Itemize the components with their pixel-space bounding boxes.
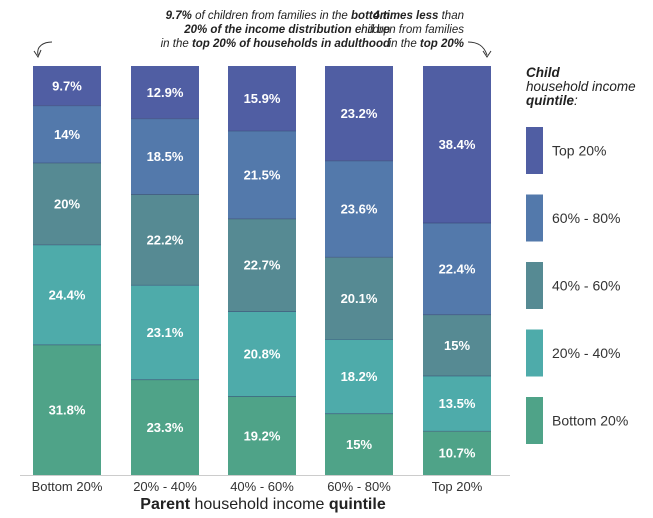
- bar-segment-60-80-top-20: [325, 66, 393, 161]
- bar-segment-20-40-bottom-20: [131, 379, 199, 475]
- data-label-bottom-20-40-60: 20%: [54, 196, 80, 211]
- annotation-left-line-1: 9.7% of children from families in the bo…: [165, 10, 390, 22]
- data-label-60-80-60-80: 23.6%: [341, 202, 378, 217]
- data-label-40-60-top-20: 15.9%: [244, 91, 281, 106]
- legend-swatch-top-20: [526, 127, 543, 174]
- data-label-top-20-bottom-20: 10.7%: [439, 446, 476, 461]
- annotation-arrow-right: [467, 41, 488, 56]
- data-label-60-80-40-60: 20.1%: [341, 291, 378, 306]
- bar-segment-60-80-bottom-20: [325, 413, 393, 475]
- bar-segment-bottom-20-20-40: [33, 244, 101, 345]
- annotation-right-line-2: children from families: [355, 24, 464, 36]
- bar-segment-40-60-40-60: [228, 218, 296, 312]
- x-tick-label-bottom-20: Bottom 20%: [32, 479, 103, 494]
- legend-swatch-bottom-20: [526, 397, 543, 444]
- annotation-left-line-3: in the top 20% of households in adulthoo…: [160, 38, 390, 50]
- x-axis-title: Parent household income quintile: [140, 496, 386, 513]
- legend-label-60-80: 60% - 80%: [552, 210, 620, 226]
- legend-label-40-60: 40% - 60%: [552, 278, 620, 294]
- annotation-arrows: [33, 41, 492, 59]
- legend-label-20-40: 20% - 40%: [552, 345, 620, 361]
- legend: Top 20% 60% - 80% 40% - 60% 20% - 40% Bottom…: [526, 127, 628, 444]
- bar-segment-bottom-20-40-60: [33, 163, 101, 245]
- annotation-right-line-1: 4 times less than: [373, 10, 464, 22]
- bar-segment-top-20-40-60: [423, 314, 491, 377]
- bar-segment-bottom-20-top-20: [33, 66, 101, 106]
- data-label-40-60-20-40: 20.8%: [244, 347, 281, 362]
- data-label-top-20-60-80: 22.4%: [439, 261, 476, 276]
- data-label-20-40-bottom-20: 23.3%: [147, 420, 184, 435]
- bar-segment-bottom-20-bottom-20: [33, 344, 101, 475]
- data-label-20-40-top-20: 12.9%: [147, 85, 184, 100]
- bar-segment-20-40-top-20: [131, 66, 199, 119]
- bars-group: [33, 66, 491, 475]
- data-label-20-40-40-60: 22.2%: [147, 232, 184, 247]
- bar-segment-40-60-20-40: [228, 311, 296, 397]
- legend-label-bottom-20: Bottom 20%: [552, 413, 628, 429]
- bar-segment-top-20-20-40: [423, 376, 491, 432]
- data-label-40-60-bottom-20: 19.2%: [244, 428, 281, 443]
- bar-segment-top-20-bottom-20: [423, 431, 491, 475]
- annotation-arrow-left: [37, 41, 53, 56]
- annotation-arrow-left-head: [33, 49, 42, 59]
- bar-segment-20-40-40-60: [131, 194, 199, 286]
- annotation-left: 9.7% of children from families in the bo…: [40, 9, 390, 51]
- bar-segment-top-20-60-80: [423, 223, 491, 315]
- segment-labels-group: 31.8% 24.4% 20% 14% 9.7% 23.3% 23.1% 22.2% 18.5%…: [49, 78, 476, 460]
- data-label-top-20-40-60: 15%: [444, 338, 470, 353]
- data-label-40-60-40-60: 22.7%: [244, 258, 281, 273]
- bar-segment-60-80-60-80: [325, 160, 393, 258]
- annotation-left-line-2: 20% of the income distribution end up: [184, 24, 390, 36]
- data-label-bottom-20-20-40: 24.4%: [49, 287, 86, 302]
- bar-segment-60-80-40-60: [325, 257, 393, 340]
- x-tick-label-40-60: 40% - 60%: [230, 479, 294, 494]
- bar-segment-60-80-20-40: [325, 339, 393, 414]
- data-label-60-80-20-40: 18.2%: [341, 369, 378, 384]
- data-label-60-80-bottom-20: 15%: [346, 437, 372, 452]
- data-label-bottom-20-60-80: 14%: [54, 127, 80, 142]
- bar-segment-20-40-60-80: [131, 118, 199, 195]
- bar-segment-bottom-20-60-80: [33, 105, 101, 164]
- legend-swatch-20-40: [526, 329, 543, 377]
- data-label-60-80-top-20: 23.2%: [341, 106, 378, 121]
- annotation-right-line-3: in the top 20%: [388, 38, 464, 50]
- data-label-20-40-20-40: 23.1%: [147, 325, 184, 340]
- x-tick-label-60-80: 60% - 80%: [327, 479, 391, 494]
- data-label-40-60-60-80: 21.5%: [244, 167, 281, 182]
- bar-segment-40-60-top-20: [228, 66, 296, 131]
- bar-segment-40-60-60-80: [228, 130, 296, 219]
- legend-title-line-3: quintile:: [526, 93, 578, 108]
- bar-segment-20-40-20-40: [131, 285, 199, 380]
- legend-title-line-2: household income: [526, 79, 636, 94]
- legend-swatch-40-60: [526, 262, 543, 309]
- data-label-bottom-20-bottom-20: 31.8%: [49, 402, 86, 417]
- bar-segment-top-20-top-20: [423, 66, 491, 224]
- x-tick-label-20-40: 20% - 40%: [133, 479, 197, 494]
- legend-swatch-60-80: [526, 194, 543, 242]
- x-tick-label-top-20: Top 20%: [432, 479, 483, 494]
- data-label-20-40-60-80: 18.5%: [147, 149, 184, 164]
- legend-title-line-1: Child: [526, 65, 560, 80]
- data-label-top-20-top-20: 38.4%: [439, 137, 476, 152]
- legend-title: Child household income quintile:: [526, 66, 636, 108]
- annotation-arrow-right-head: [482, 50, 492, 58]
- data-label-top-20-20-40: 13.5%: [439, 396, 476, 411]
- data-label-bottom-20-top-20: 9.7%: [52, 78, 82, 93]
- x-tick-labels-group: Bottom 20% 20% - 40% 40% - 60% 60% - 80% Top…: [32, 479, 483, 494]
- bar-segment-40-60-bottom-20: [228, 396, 296, 475]
- annotation-right: 4 times less than children from families…: [330, 9, 464, 51]
- legend-label-top-20: Top 20%: [552, 143, 606, 159]
